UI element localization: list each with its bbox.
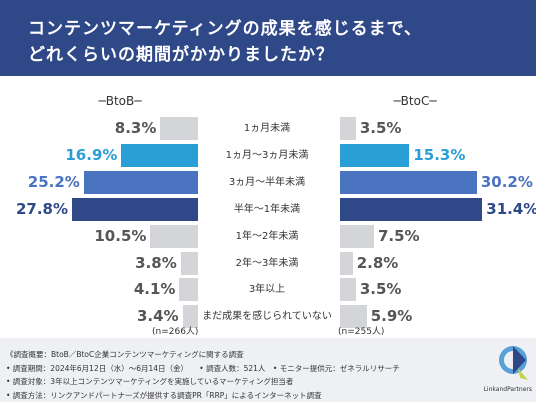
btoc-bar bbox=[340, 143, 410, 167]
footnote-line: • 調査方法：リンクアンドパートナーズが提供する調査PR「RRP」によるインター… bbox=[6, 390, 322, 400]
btob-value-label: 4.1% bbox=[133, 280, 176, 299]
btob-value-label: 25.2% bbox=[27, 172, 80, 191]
btoc-bar bbox=[340, 170, 477, 194]
btoc-panel-label: ─BtoC─ bbox=[393, 94, 437, 108]
btoc-value-label: 7.5% bbox=[377, 226, 420, 245]
btoc-bar bbox=[340, 278, 356, 302]
category-label: 1ヵ月〜3ヵ月未満 bbox=[225, 149, 309, 161]
category-label: まだ成果を感じられていない bbox=[202, 311, 332, 323]
footnote-line: 《調査概要：BtoB／BtoC企業コンテンツマーケティングに関する調査 bbox=[6, 350, 244, 359]
title-banner: コンテンツマーケティングの成果を感じるまで、 どれくらいの期間がかかりましたか？ bbox=[0, 0, 536, 76]
category-label: 1ヵ月未満 bbox=[243, 123, 291, 134]
btoc-value-label: 15.3% bbox=[413, 145, 466, 164]
btoc-bar bbox=[340, 251, 353, 275]
category-label: 1年〜2年未満 bbox=[235, 230, 299, 242]
footnote-line: • 調査期間：2024年6月12日（水）〜6月14日（金） • 調査人数：521… bbox=[6, 363, 400, 373]
btoc-value-label: 31.4% bbox=[486, 199, 536, 218]
btob-value-label: 8.3% bbox=[114, 119, 157, 137]
category-label: 2年〜3年未満 bbox=[235, 257, 299, 269]
footnote-line: • 調査対象：3年以上コンテンツマーケティングを実施しているマーケティング担当者 bbox=[6, 377, 294, 386]
btoc-value-label: 3.5% bbox=[359, 119, 402, 137]
btob-bar bbox=[150, 224, 198, 248]
btob-bar bbox=[180, 251, 198, 275]
btoc-bar bbox=[340, 224, 374, 248]
btob-value-label: 16.9% bbox=[65, 145, 118, 164]
category-label: 半年〜1年未満 bbox=[233, 203, 301, 215]
btoc-value-label: 30.2% bbox=[480, 172, 533, 191]
company-logo-icon bbox=[499, 346, 528, 380]
category-label: 3年以上 bbox=[248, 284, 286, 296]
btob-bar bbox=[72, 197, 198, 221]
btob-value-label: 27.8% bbox=[15, 199, 69, 218]
btoc-bar bbox=[340, 305, 367, 329]
category-label: 3ヵ月〜半年未満 bbox=[228, 176, 306, 188]
btob-bar bbox=[182, 305, 198, 329]
btob-sample-size: (n=266人) bbox=[152, 327, 199, 337]
btob-bar bbox=[179, 278, 198, 302]
btob-bar bbox=[160, 117, 198, 140]
btob-panel-label: ─BtoB─ bbox=[98, 94, 142, 108]
btoc-bar bbox=[340, 197, 483, 221]
btob-value-label: 10.5% bbox=[94, 226, 147, 245]
survey-footnote bbox=[0, 338, 536, 402]
btoc-sample-size: (n=255人) bbox=[338, 327, 385, 337]
btob-bar bbox=[83, 170, 198, 194]
btoc-value-label: 5.9% bbox=[370, 307, 413, 326]
btob-bar bbox=[121, 143, 198, 167]
btoc-bar bbox=[340, 117, 356, 140]
btoc-value-label: 3.5% bbox=[359, 280, 402, 299]
title-line-1: コンテンツマーケティングの成果を感じるまで、 bbox=[28, 19, 422, 39]
btoc-value-label: 2.8% bbox=[356, 253, 399, 272]
title-line-2: どれくらいの期間がかかりましたか？ bbox=[28, 45, 334, 65]
btob-value-label: 3.4% bbox=[136, 307, 179, 326]
btob-value-label: 3.8% bbox=[135, 253, 177, 272]
logo-text: LinkandPartners bbox=[483, 386, 532, 393]
